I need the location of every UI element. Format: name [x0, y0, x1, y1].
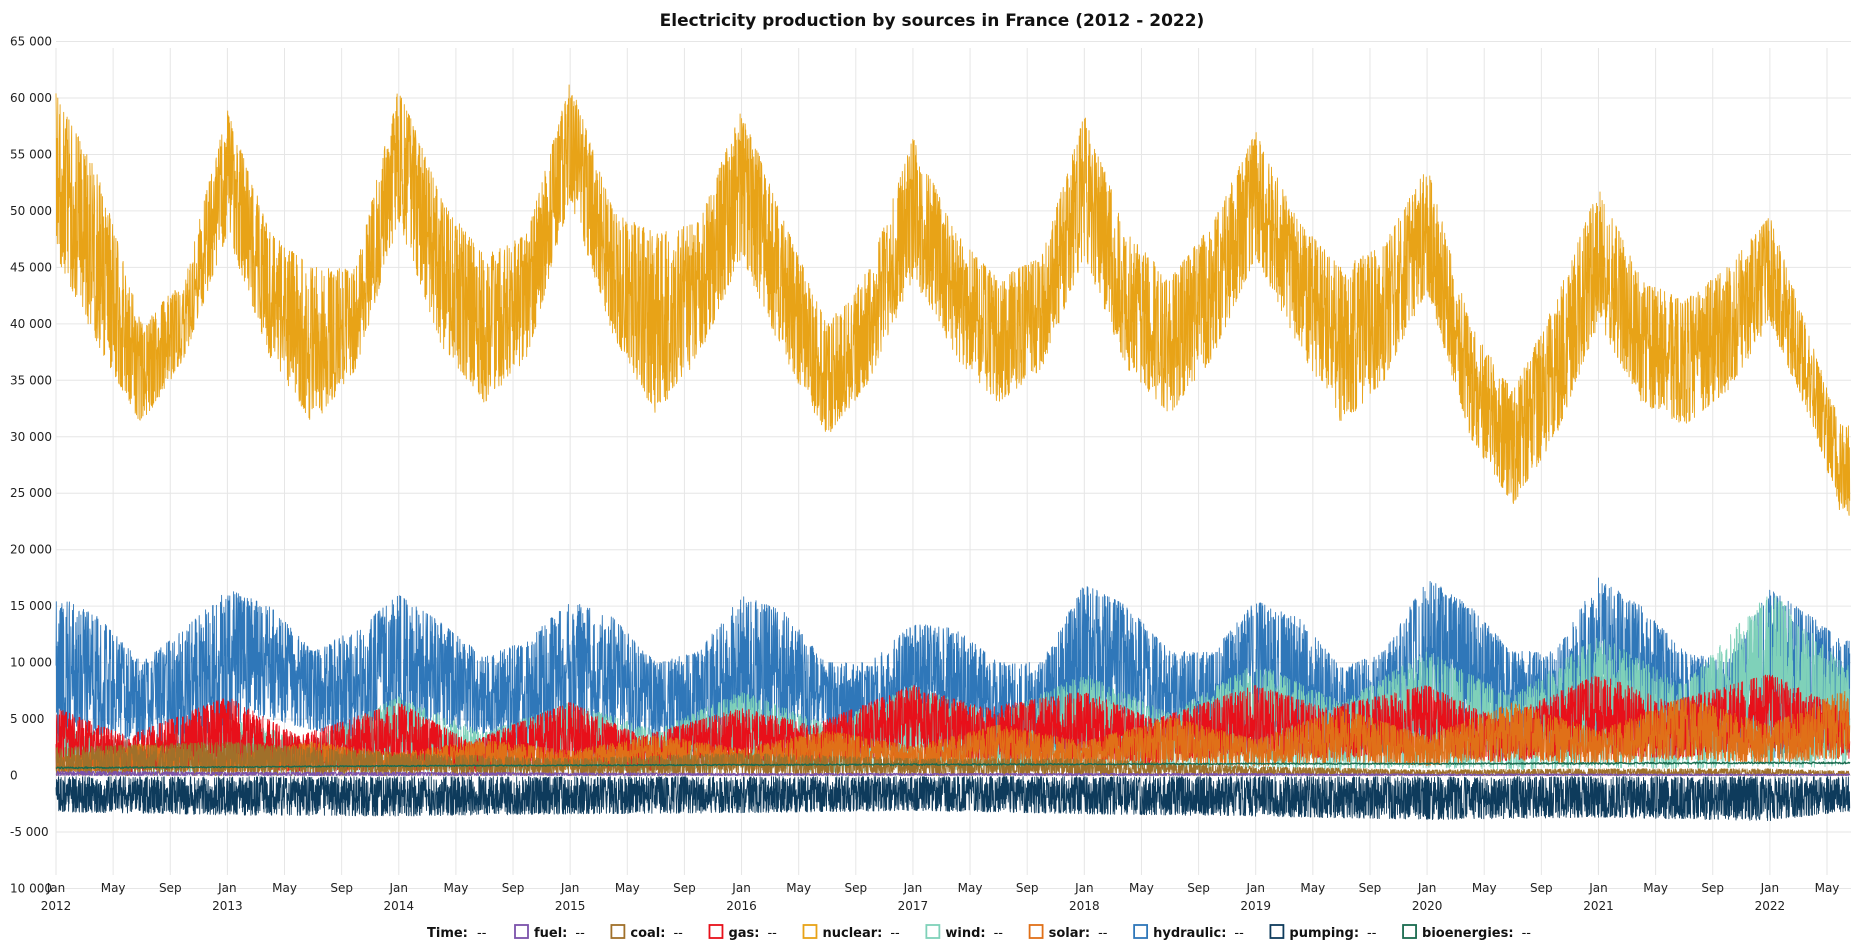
legend-swatch-coal[interactable] [610, 924, 626, 939]
x-tick-label: Jan [1760, 881, 1780, 895]
series-layer [55, 84, 1851, 822]
x-tick-label: May [615, 881, 640, 895]
x-tick-year-label: 2014 [384, 899, 415, 913]
y-tick-label: 40 000 [10, 317, 52, 331]
legend-value-fuel: -- [575, 926, 585, 941]
x-tick-year-label: 2020 [1412, 899, 1443, 913]
x-tick-label: Sep [844, 881, 867, 895]
x-tick-label: Jan [1588, 881, 1608, 895]
legend-label-fuel[interactable]: fuel: [534, 926, 567, 941]
legend-swatch-solar[interactable] [1028, 924, 1044, 939]
x-tick-year-label: 2013 [212, 899, 243, 913]
x-tick-label: Sep [1016, 881, 1039, 895]
y-tick-label: 10 000 [10, 656, 52, 670]
x-tick-label: May [1472, 881, 1497, 895]
chart-title: Electricity production by sources in Fra… [660, 11, 1205, 31]
y-tick-label: -5 000 [10, 825, 49, 839]
x-tick-label: Jan [1417, 881, 1437, 895]
x-tick-label: May [1815, 881, 1840, 895]
x-tick-label: Jan [46, 881, 66, 895]
y-tick-label: 65 000 [10, 35, 52, 49]
legend-label-nuclear[interactable]: nuclear: [822, 926, 882, 941]
x-tick-year-label: 2016 [726, 899, 757, 913]
y-tick-label: 20 000 [10, 543, 52, 557]
legend-value-bioenergies: -- [1522, 926, 1532, 941]
x-tick-label: May [786, 881, 811, 895]
axis-layer: 65 000 60 000 55 000 50 000 45 000 40 000 35 0… [10, 35, 1839, 913]
legend-swatch-wind[interactable] [925, 924, 941, 939]
legend-value-wind: -- [994, 926, 1004, 941]
x-tick-label: May [1300, 881, 1325, 895]
x-tick-year-label: 2012 [41, 899, 72, 913]
legend-swatch-nuclear[interactable] [802, 924, 818, 939]
legend-swatch-fuel[interactable] [514, 924, 529, 939]
y-tick-label: 35 000 [10, 373, 52, 387]
legend-swatch-gas[interactable] [708, 924, 724, 939]
x-tick-label: Jan [903, 881, 923, 895]
x-tick-label: May [101, 881, 126, 895]
series-fuel-line [55, 770, 1851, 776]
x-tick-label: Sep [1359, 881, 1382, 895]
x-tick-label: Jan [1074, 881, 1094, 895]
y-tick-label: 50 000 [10, 204, 52, 218]
y-tick-label: 25 000 [10, 486, 52, 500]
x-tick-label: Sep [1701, 881, 1724, 895]
y-tick-label: 0 [10, 769, 18, 783]
y-tick-label: 10 000 [10, 881, 52, 895]
legend-label-hydraulic[interactable]: hydraulic: [1153, 926, 1226, 941]
x-tick-label: May [958, 881, 983, 895]
series-bioenergies-line [55, 761, 1851, 770]
x-tick-label: May [1129, 881, 1154, 895]
x-tick-label: May [272, 881, 297, 895]
legend-label-bioenergies[interactable]: bioenergies: [1422, 926, 1514, 941]
legend: Time: -- fuel: -- coal: -- gas: -- nuclear: -- win… [427, 924, 1532, 941]
x-tick-label: Sep [159, 881, 182, 895]
legend-value-hydraulic: -- [1234, 926, 1244, 941]
x-tick-year-label: 2015 [555, 899, 586, 913]
x-tick-label: Sep [1187, 881, 1210, 895]
legend-value-coal: -- [673, 926, 683, 941]
series-gas-line [55, 674, 1851, 773]
y-tick-label: 15 000 [10, 599, 52, 613]
legend-time-label: Time: [427, 926, 468, 941]
x-tick-label: Sep [502, 881, 525, 895]
legend-label-gas[interactable]: gas: [728, 926, 759, 941]
x-tick-label: Sep [1530, 881, 1553, 895]
x-tick-label: May [1643, 881, 1668, 895]
x-tick-label: Jan [217, 881, 237, 895]
x-tick-label: Jan [731, 881, 751, 895]
legend-label-wind[interactable]: wind: [945, 926, 985, 941]
legend-value-solar: -- [1098, 926, 1108, 941]
y-tick-label: 55 000 [10, 147, 52, 161]
series-pumping-line [55, 776, 1851, 822]
legend-label-pumping[interactable]: pumping: [1289, 926, 1359, 941]
x-tick-label: May [443, 881, 468, 895]
legend-label-coal[interactable]: coal: [630, 926, 665, 941]
legend-value-nuclear: -- [890, 926, 900, 941]
legend-value-pumping: -- [1367, 926, 1377, 941]
legend-swatch-bioenergies[interactable] [1402, 924, 1417, 939]
x-tick-label: Jan [1245, 881, 1265, 895]
legend-swatch-hydraulic[interactable] [1133, 924, 1149, 939]
y-tick-label: 45 000 [10, 260, 52, 274]
y-tick-label: 30 000 [10, 430, 52, 444]
x-tick-label: Sep [330, 881, 353, 895]
legend-time-value: -- [477, 926, 487, 941]
legend-label-solar[interactable]: solar: [1049, 926, 1091, 941]
x-tick-year-label: 2018 [1069, 899, 1100, 913]
x-tick-year-label: 2019 [1240, 899, 1271, 913]
x-tick-label: Jan [389, 881, 409, 895]
y-tick-label: 60 000 [10, 91, 52, 105]
x-tick-year-label: 2017 [898, 899, 929, 913]
x-tick-year-label: 2022 [1755, 899, 1786, 913]
x-tick-label: Jan [560, 881, 580, 895]
legend-swatch-pumping[interactable] [1269, 924, 1285, 939]
x-tick-label: Sep [673, 881, 696, 895]
series-nuclear-line [55, 84, 1851, 516]
legend-value-gas: -- [767, 926, 777, 941]
y-tick-label: 5 000 [10, 712, 44, 726]
x-tick-year-label: 2021 [1583, 899, 1614, 913]
